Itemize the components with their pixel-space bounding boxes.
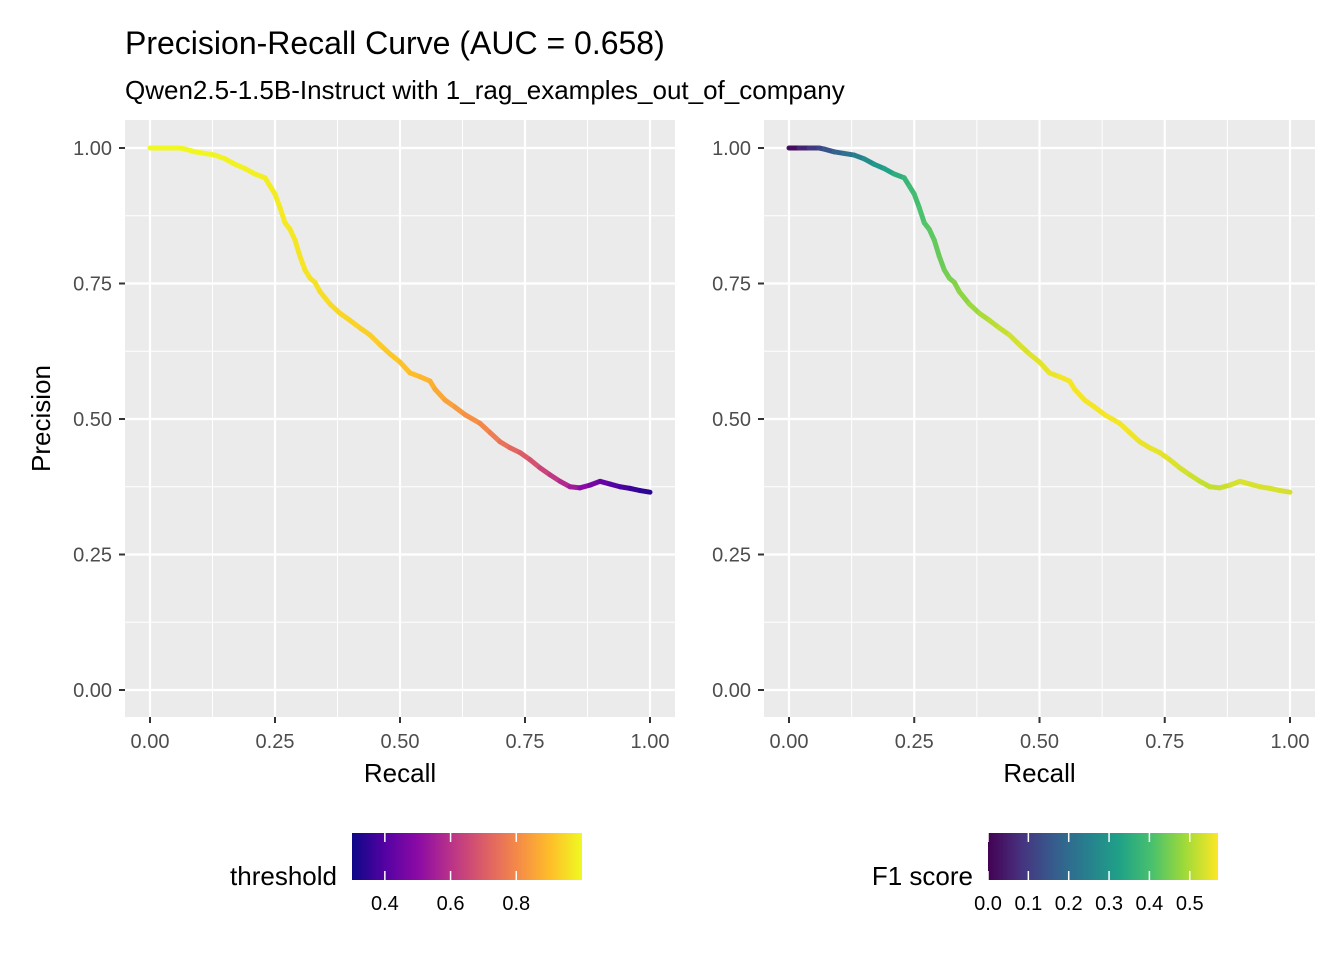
x-axis-title: Recall [364,758,436,788]
threshold-legend: threshold 0.4 0.6 0.8 [230,833,582,915]
legend-title: F1 score [872,861,973,891]
legend-tick-label: 0.8 [502,893,530,915]
legend-tick-label: 0.3 [1095,893,1123,915]
y-tick-label: 0.50 [712,409,751,431]
x-tick-label: 0.75 [506,731,545,753]
y-tick-label: 0.00 [712,680,751,702]
x-tick-label: 0.50 [1020,731,1059,753]
legend-tick-label: 0.2 [1055,893,1083,915]
pr-curve-segment [1102,412,1123,426]
x-tick-label: 0.25 [895,731,934,753]
x-tick-label: 0.25 [256,731,295,753]
pr-curve-segment [956,289,972,307]
pr-curve-segment [1277,488,1293,495]
y-tick-label: 0.00 [73,680,112,702]
pr-curve-segment [317,289,333,307]
pr-curve-segment [292,237,303,259]
pr-curve [786,145,1293,495]
y-tick-label: 1.00 [712,138,751,160]
x-tick-label: 0.50 [381,731,420,753]
y-tick-label: 0.75 [73,274,112,296]
right-panel-f1-score: 0.00 0.25 0.50 0.75 1.00 0.00 0.25 0.50 0.75 1.00… [712,120,1315,788]
y-tick-label: 0.75 [712,274,751,296]
x-tick-label: 1.00 [631,731,670,753]
pr-curve [147,145,653,495]
x-tick-label: 0.00 [131,731,170,753]
legend-colorbar [352,833,582,880]
pr-curve-segment [277,205,288,226]
legend-tick-label: 0.4 [1135,893,1163,915]
legend-tick-label: 0.4 [371,893,399,915]
pr-curve-segment [462,412,483,426]
legend-tick-label: 0.5 [1176,893,1204,915]
legend-tick-label: 0.0 [974,893,1002,915]
pr-curve-segment [931,237,942,259]
x-tick-label: 1.00 [1271,731,1310,753]
y-tick-label: 0.50 [73,409,112,431]
legend-tick-label: 0.1 [1014,893,1042,915]
legend-title: threshold [230,861,337,891]
left-panel-threshold: 0.00 0.25 0.50 0.75 1.00 0.00 0.25 0.50 0.75 1.00… [26,120,675,788]
x-axis-title: Recall [1003,758,1075,788]
x-tick-label: 0.75 [1145,731,1184,753]
chart-title: Precision-Recall Curve (AUC = 0.658) [125,25,665,61]
y-axis-title: Precision [26,365,56,472]
legend-tick-label: 0.6 [437,893,465,915]
y-tick-label: 1.00 [73,138,112,160]
y-tick-label: 0.25 [712,545,751,567]
pr-curve-segment [637,488,653,495]
y-tick-label: 0.25 [73,545,112,567]
pr-curve-segment [916,205,927,226]
legend-colorbar [988,833,1218,880]
chart-subtitle: Qwen2.5-1.5B-Instruct with 1_rag_example… [125,75,845,105]
x-tick-label: 0.00 [770,731,809,753]
